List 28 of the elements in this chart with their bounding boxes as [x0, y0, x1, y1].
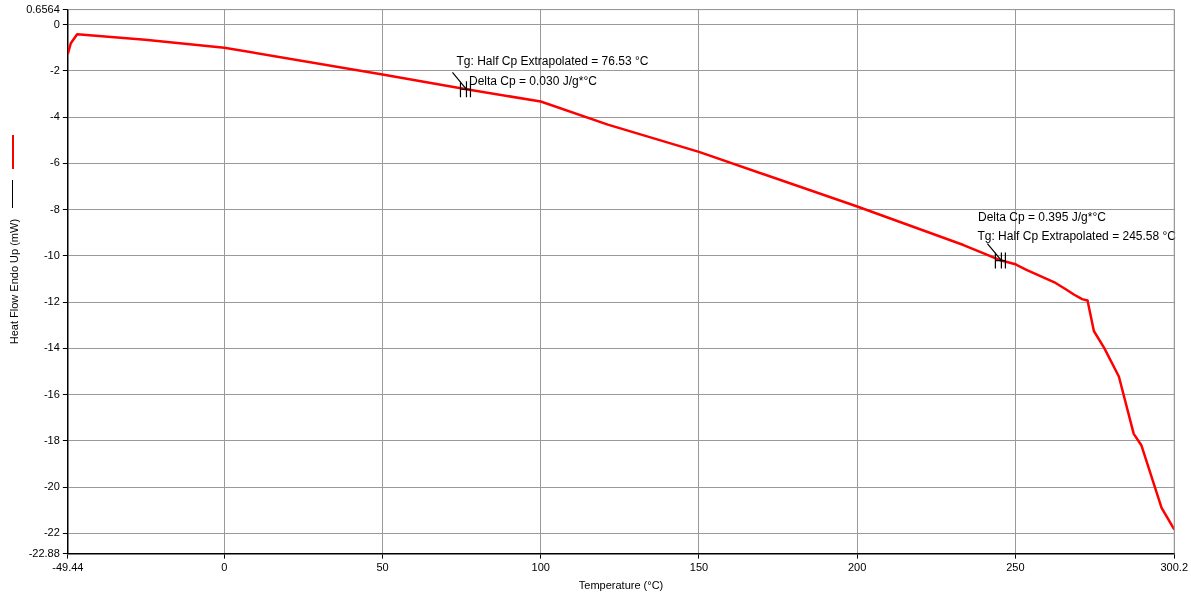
x-axis-title: Temperature (°C): [578, 579, 664, 592]
x-tick-label: 100: [531, 561, 550, 574]
x-tick-label: 50: [376, 561, 389, 574]
x-tick-label: 300.2: [1160, 561, 1188, 574]
y-tick-label: -12: [43, 295, 60, 308]
annotation: Delta Cp = 0.030 J/g*°C: [469, 74, 598, 89]
x-tick-label: 250: [1006, 561, 1025, 574]
x-tick-label: 0: [221, 561, 228, 574]
x-tick-label: -49.44: [52, 561, 84, 574]
annotation: Delta Cp = 0.395 J/g*°C: [978, 210, 1107, 225]
y-tick-label: -22: [43, 526, 60, 539]
annotation: Tg: Half Cp Extrapolated = 245.58 °C: [977, 228, 1177, 243]
annotation: Tg: Half Cp Extrapolated = 76.53 °C: [456, 53, 649, 68]
y-tick-label: -16: [43, 387, 60, 400]
x-tick-label: 150: [689, 561, 709, 574]
y-tick-label: 0: [53, 17, 60, 30]
y-tick-label: -6: [50, 156, 60, 169]
y-tick-label: -2: [50, 64, 60, 77]
y-tick-label: -10: [43, 248, 60, 261]
y-axis-title: Heat Flow Endo Up (mW): [7, 218, 20, 345]
y-tick-label: 0.6564: [26, 2, 60, 15]
y-tick-label: -8: [50, 202, 60, 215]
x-tick-label: 200: [847, 561, 867, 574]
y-tick-label: -22.88: [28, 546, 60, 559]
y-tick-label: -18: [43, 433, 60, 446]
y-tick-label: -14: [43, 341, 60, 354]
y-tick-label: -20: [43, 480, 60, 493]
y-tick-label: -4: [50, 110, 60, 123]
